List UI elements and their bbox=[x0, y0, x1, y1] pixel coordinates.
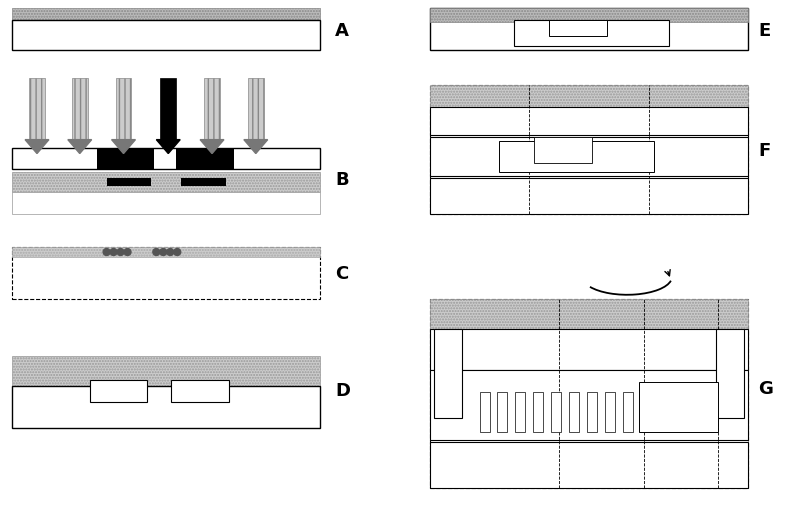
Bar bbox=[638, 383, 718, 432]
Text: E: E bbox=[758, 22, 770, 40]
Bar bbox=[430, 299, 748, 488]
Bar bbox=[12, 386, 321, 428]
Bar bbox=[181, 179, 226, 187]
Bar bbox=[12, 173, 321, 193]
Bar bbox=[569, 392, 579, 432]
Bar bbox=[430, 137, 748, 177]
Bar bbox=[430, 86, 748, 107]
Bar bbox=[12, 247, 321, 299]
Bar bbox=[12, 357, 321, 386]
Bar bbox=[430, 9, 748, 23]
Text: B: B bbox=[335, 171, 349, 189]
Bar bbox=[106, 179, 151, 187]
Bar bbox=[515, 392, 526, 432]
Text: G: G bbox=[758, 380, 773, 398]
Bar bbox=[12, 148, 321, 170]
Bar bbox=[115, 79, 131, 140]
Text: D: D bbox=[335, 382, 350, 400]
Circle shape bbox=[103, 249, 110, 256]
Bar bbox=[622, 392, 633, 432]
Bar bbox=[430, 442, 748, 488]
Polygon shape bbox=[200, 140, 224, 154]
Bar bbox=[587, 392, 597, 432]
Bar bbox=[479, 392, 490, 432]
Bar bbox=[716, 329, 744, 418]
Bar bbox=[430, 299, 748, 329]
Bar bbox=[204, 79, 220, 140]
Text: F: F bbox=[758, 142, 770, 159]
Bar bbox=[12, 21, 321, 51]
Bar bbox=[430, 9, 748, 51]
Bar bbox=[514, 21, 669, 47]
Bar bbox=[12, 193, 321, 215]
Polygon shape bbox=[244, 140, 268, 154]
Bar bbox=[549, 21, 607, 37]
Circle shape bbox=[160, 249, 166, 256]
Bar bbox=[430, 107, 748, 135]
Circle shape bbox=[117, 249, 124, 256]
Circle shape bbox=[166, 249, 174, 256]
Bar bbox=[72, 79, 88, 140]
Polygon shape bbox=[111, 140, 135, 154]
Bar bbox=[430, 371, 748, 440]
Bar bbox=[430, 329, 748, 371]
Bar bbox=[248, 79, 264, 140]
Bar bbox=[430, 179, 748, 215]
Bar bbox=[12, 247, 321, 258]
Bar bbox=[160, 79, 176, 140]
Circle shape bbox=[174, 249, 181, 256]
Circle shape bbox=[110, 249, 117, 256]
Circle shape bbox=[153, 249, 160, 256]
Circle shape bbox=[124, 249, 131, 256]
Text: A: A bbox=[335, 22, 350, 40]
Polygon shape bbox=[25, 140, 49, 154]
Bar bbox=[434, 329, 462, 418]
Polygon shape bbox=[68, 140, 92, 154]
Bar bbox=[499, 142, 654, 173]
Bar bbox=[430, 86, 748, 215]
Polygon shape bbox=[156, 140, 180, 154]
Bar bbox=[498, 392, 507, 432]
Bar bbox=[551, 392, 561, 432]
Bar bbox=[534, 137, 592, 163]
Bar bbox=[97, 148, 154, 170]
Bar bbox=[90, 381, 147, 403]
Bar bbox=[176, 148, 234, 170]
Bar bbox=[534, 392, 543, 432]
Bar bbox=[12, 9, 321, 21]
Bar bbox=[605, 392, 615, 432]
Bar bbox=[29, 79, 45, 140]
Text: C: C bbox=[335, 264, 349, 282]
Bar bbox=[171, 381, 229, 403]
